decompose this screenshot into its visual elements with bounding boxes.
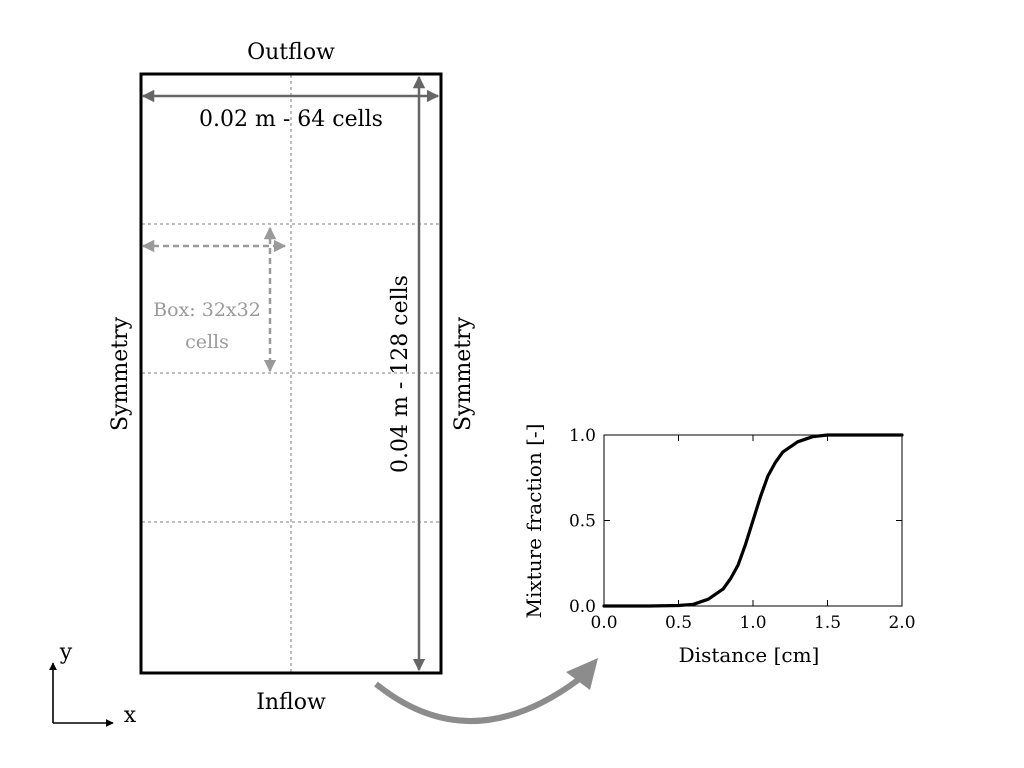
y-tick-label: 0.0 [569,597,596,617]
domain-grid [142,75,440,672]
chart-ticks: 0.0 0.5 1.0 1.5 2.0 0.0 0.5 1.0 [569,426,916,633]
chart-ylabel: Mixture fraction [-] [522,424,546,619]
left-symmetry-label: Symmetry [108,316,133,431]
height-label: 0.04 m - 128 cells [388,275,413,473]
x-tick-label: 0.5 [665,613,692,633]
axes-indicator: y x [49,640,137,728]
mixture-fraction-chart: 0.0 0.5 1.0 1.5 2.0 0.0 0.5 1.0 Distance [cm] M… [522,424,916,668]
box-label-line1: Box: 32x32 [153,299,261,321]
curved-arrow [374,677,580,724]
x-tick-label: 1.0 [739,613,766,633]
y-tick-label: 0.5 [569,512,596,532]
chart-series [602,433,904,608]
box-label-line2: cells [185,331,229,353]
axis-y-label: y [59,640,73,665]
axis-x-label: x [124,703,137,728]
x-tick-label: 0.0 [590,613,617,633]
inflow-label: Inflow [256,690,326,715]
x-tick-label: 1.5 [814,613,841,633]
domain-frame [139,72,443,675]
chart-xlabel: Distance [cm] [679,643,820,667]
x-tick-label: 2.0 [888,613,915,633]
outflow-label: Outflow [247,40,335,65]
right-symmetry-label: Symmetry [451,316,476,431]
series-line [602,433,904,608]
y-tick-label: 1.0 [569,426,596,446]
width-label: 0.02 m - 64 cells [199,107,383,132]
curved-arrow-head [566,658,598,690]
